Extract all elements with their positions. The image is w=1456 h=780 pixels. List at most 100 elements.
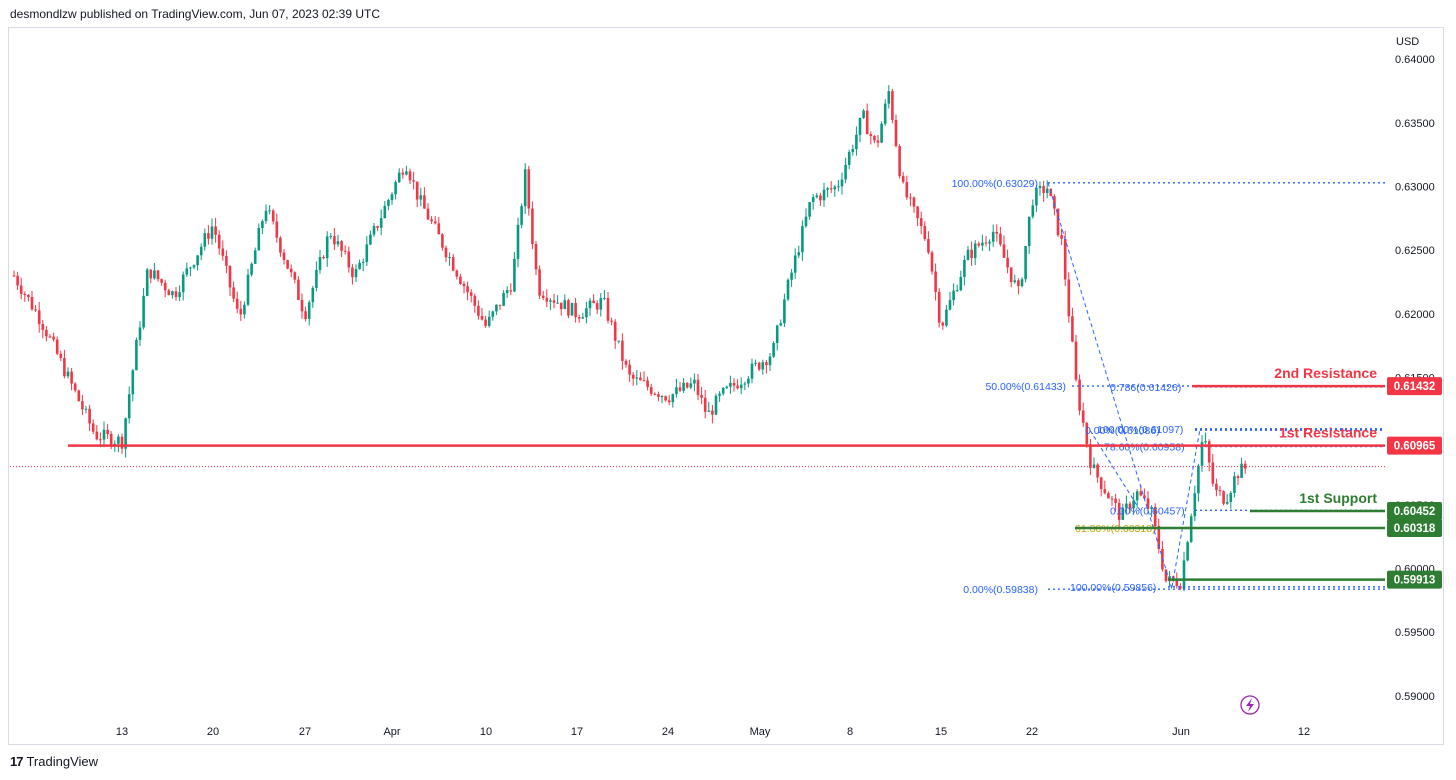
candle-body <box>513 258 516 292</box>
candle-body <box>498 304 502 306</box>
candle-body <box>408 171 412 181</box>
candle-body <box>829 188 833 190</box>
candle-body <box>840 179 844 187</box>
candle-body <box>919 218 923 227</box>
candle-body <box>1204 441 1207 443</box>
candle-body <box>628 364 631 375</box>
candle-body <box>883 103 887 124</box>
candle-body <box>1135 491 1139 501</box>
candle-body <box>214 226 217 235</box>
footer: 17 TradingView <box>10 754 98 769</box>
candle-body <box>743 383 747 385</box>
x-axis[interactable]: 13 20 27 Apr 10 17 24 May 8 15 22 Jun 12 <box>116 726 1310 738</box>
candle-body <box>585 308 588 318</box>
candle-body <box>63 358 66 377</box>
candle-body <box>869 134 873 136</box>
candle-body <box>30 296 34 310</box>
candle-body <box>797 252 801 256</box>
candle-body <box>99 439 102 441</box>
lightning-icon[interactable] <box>1240 695 1260 715</box>
candle-body <box>462 283 466 287</box>
candle-body <box>394 182 397 195</box>
candle-body <box>325 236 329 259</box>
candle-body <box>685 382 689 388</box>
candle-body <box>383 205 387 219</box>
candle-body <box>390 194 394 201</box>
price-tag-label: 0.60318 <box>1394 523 1436 535</box>
candle-body <box>952 290 955 301</box>
price-tag-label: 0.59913 <box>1394 575 1436 587</box>
candle-body <box>894 119 898 147</box>
candle-body <box>660 396 664 398</box>
y-tick-label: 0.59000 <box>1395 691 1435 703</box>
candle-body <box>1103 489 1107 494</box>
candle-body <box>815 195 819 198</box>
candle-body <box>192 265 196 268</box>
x-tick-label: 17 <box>571 726 583 738</box>
candle-body <box>1132 500 1135 509</box>
candle-body <box>343 250 347 252</box>
fib-level-label: 0.00%(0.60457) <box>1110 505 1185 517</box>
candle-body <box>185 268 189 275</box>
candle-body <box>801 226 804 253</box>
candle-body <box>59 353 63 359</box>
candle-body <box>714 395 718 415</box>
fib-level-label: 100.00%(0.59856) <box>1070 582 1156 594</box>
candle-body <box>12 275 16 277</box>
candle-body <box>750 363 754 379</box>
candle-body <box>1121 507 1125 520</box>
candle-body <box>948 300 952 310</box>
candle-body <box>466 286 469 293</box>
candle-body <box>1006 257 1009 268</box>
candle-body <box>1146 498 1150 509</box>
candle-body <box>1002 244 1006 258</box>
candle-body <box>671 394 675 403</box>
candle-body <box>77 390 81 402</box>
publication-header: desmondlzw published on TradingView.com,… <box>10 7 381 21</box>
candle-body <box>469 292 473 296</box>
candle-body <box>167 290 171 296</box>
candle-body <box>246 274 250 305</box>
candle-body <box>520 206 523 225</box>
candle-body <box>729 382 732 387</box>
candle-body <box>423 195 426 209</box>
candle-body <box>1114 498 1117 503</box>
candle-body <box>444 247 448 258</box>
candle-body <box>430 219 433 222</box>
candle-body <box>1017 280 1020 287</box>
candle-body <box>1236 476 1240 479</box>
fibonacci-drawings: 100.00%(0.63029) 50.00%(0.61433) 0.00%(0.5… <box>952 178 1385 596</box>
fib-trend-line <box>1089 429 1141 511</box>
candle-body <box>995 231 999 234</box>
candle-body <box>639 377 642 381</box>
candle-body <box>307 302 311 320</box>
candle-body <box>1182 560 1186 589</box>
candle-body <box>1071 316 1074 342</box>
candle-body <box>369 234 372 245</box>
candle-body <box>1175 579 1179 587</box>
candle-body <box>912 197 916 207</box>
candle-body <box>891 91 894 120</box>
candle-body <box>1042 186 1045 194</box>
y-tick-label: 0.63500 <box>1395 118 1435 130</box>
candle-body <box>279 237 282 253</box>
candle-body <box>318 257 322 270</box>
candle-body <box>516 224 520 259</box>
candle-body <box>1164 569 1168 582</box>
candle-body <box>775 325 779 344</box>
candle-body <box>379 218 383 228</box>
candle-body <box>1081 410 1085 423</box>
candle-body <box>361 261 365 263</box>
candle-body <box>847 151 851 166</box>
candle-body <box>34 309 37 311</box>
candle-body <box>1229 492 1233 502</box>
candle-body <box>538 269 541 296</box>
candle-body <box>1153 506 1157 527</box>
candle-body <box>333 236 336 245</box>
candle-body <box>261 221 264 229</box>
candle-body <box>322 257 325 259</box>
candle-body <box>865 110 869 135</box>
candle-body <box>909 197 912 199</box>
candle-body <box>703 397 707 412</box>
